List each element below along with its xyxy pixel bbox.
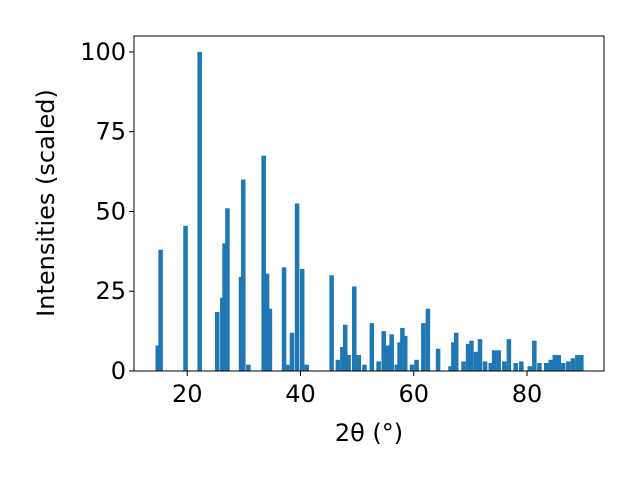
bar-46 [465, 343, 471, 371]
bar-25 [352, 286, 357, 371]
bar-69 [579, 355, 584, 371]
bar-58 [527, 366, 533, 371]
x-axis-label: 2θ (°) [335, 419, 403, 447]
bar-21 [335, 359, 341, 371]
bar-61 [543, 363, 549, 371]
y-tick-label-1: 25 [95, 277, 126, 305]
bar-66 [566, 361, 571, 371]
bar-60 [537, 363, 542, 371]
x-axis-ticks: 20 40 60 80 [172, 371, 542, 408]
bar-13 [267, 308, 273, 371]
bar-6 [222, 243, 227, 371]
bar-7 [225, 208, 230, 371]
bar-36 [402, 335, 408, 371]
bar-19 [304, 364, 309, 371]
bar-34 [397, 342, 402, 371]
bar-68 [575, 355, 580, 371]
bar-47 [469, 340, 474, 371]
bar-64 [556, 355, 561, 371]
x-tick-label-3: 80 [512, 380, 543, 408]
bar-15 [285, 364, 290, 371]
y-tick-label-4: 100 [80, 38, 126, 66]
y-axis-ticks: 0 25 50 75 100 [80, 38, 134, 385]
bar-20 [329, 275, 334, 371]
x-tick-label-2: 60 [398, 380, 429, 408]
bar-1 [158, 249, 163, 371]
y-tick-label-2: 50 [95, 197, 126, 225]
bar-38 [414, 359, 419, 371]
bar-11 [261, 155, 266, 371]
bar-23 [342, 324, 348, 371]
bar-10 [246, 364, 251, 371]
bar-57 [519, 361, 524, 371]
bar-53 [496, 350, 501, 371]
bar-67 [570, 358, 576, 371]
bar-14 [281, 267, 287, 371]
bar-42 [448, 366, 453, 371]
bar-43 [451, 342, 456, 371]
bar-0 [155, 345, 161, 371]
plot-frame [133, 35, 605, 372]
bar-16 [289, 332, 295, 371]
bar-30 [381, 331, 386, 371]
bar-17 [294, 203, 300, 371]
bar-22 [340, 347, 345, 371]
bar-series [155, 51, 584, 371]
bar-65 [560, 363, 566, 371]
y-tick-label-0: 0 [111, 357, 126, 385]
bar-44 [453, 332, 459, 371]
x-tick-label-1: 40 [285, 380, 316, 408]
bar-59 [532, 340, 537, 371]
bar-55 [506, 339, 512, 371]
bar-9 [241, 179, 246, 371]
bar-35 [400, 327, 405, 371]
bar-62 [548, 359, 554, 371]
bar-54 [502, 361, 507, 371]
x-tick-label-0: 20 [172, 380, 203, 408]
bar-4 [214, 311, 220, 371]
bar-56 [513, 363, 518, 371]
bar-31 [385, 345, 390, 371]
bar-12 [264, 273, 270, 371]
bar-18 [299, 268, 305, 371]
bar-45 [461, 361, 466, 371]
bar-51 [488, 363, 494, 371]
bar-48 [473, 351, 479, 371]
y-tick-label-3: 75 [95, 118, 126, 146]
bar-37 [409, 364, 415, 371]
bar-39 [421, 323, 426, 371]
bar-27 [362, 364, 367, 371]
bar-28 [369, 323, 375, 371]
bar-63 [552, 355, 557, 371]
bar-41 [435, 348, 441, 371]
bar-3 [197, 51, 202, 371]
y-axis-label: Intensities (scaled) [32, 89, 60, 317]
bar-49 [477, 339, 483, 371]
bar-5 [220, 297, 225, 371]
bar-29 [376, 361, 381, 371]
bar-33 [394, 364, 400, 371]
bar-50 [482, 361, 488, 371]
bar-2 [183, 225, 188, 371]
bar-26 [356, 355, 362, 371]
bar-32 [389, 334, 394, 371]
bar-24 [346, 355, 351, 371]
bar-52 [491, 350, 497, 371]
bar-40 [425, 308, 431, 371]
